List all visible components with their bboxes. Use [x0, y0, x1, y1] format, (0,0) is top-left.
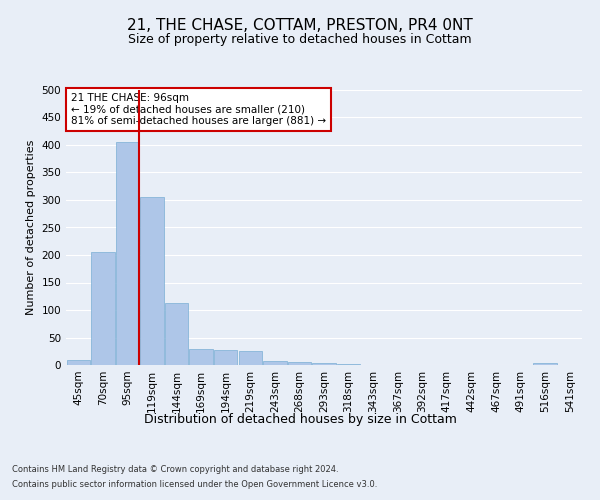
Bar: [263, 360, 287, 365]
Text: Contains public sector information licensed under the Open Government Licence v3: Contains public sector information licen…: [12, 480, 377, 489]
Bar: [239, 350, 262, 365]
Bar: [190, 348, 213, 365]
Bar: [165, 304, 188, 365]
Text: 21, THE CHASE, COTTAM, PRESTON, PR4 0NT: 21, THE CHASE, COTTAM, PRESTON, PR4 0NT: [127, 18, 473, 32]
Bar: [337, 364, 360, 365]
Bar: [313, 364, 335, 365]
Bar: [140, 197, 164, 365]
Bar: [214, 350, 238, 365]
Y-axis label: Number of detached properties: Number of detached properties: [26, 140, 36, 315]
Text: Contains HM Land Registry data © Crown copyright and database right 2024.: Contains HM Land Registry data © Crown c…: [12, 465, 338, 474]
Text: 21 THE CHASE: 96sqm
← 19% of detached houses are smaller (210)
81% of semi-detac: 21 THE CHASE: 96sqm ← 19% of detached ho…: [71, 92, 326, 126]
Bar: [288, 362, 311, 365]
Bar: [116, 142, 139, 365]
Bar: [91, 252, 115, 365]
Bar: [533, 363, 557, 365]
Text: Distribution of detached houses by size in Cottam: Distribution of detached houses by size …: [143, 412, 457, 426]
Text: Size of property relative to detached houses in Cottam: Size of property relative to detached ho…: [128, 32, 472, 46]
Bar: [67, 360, 90, 365]
